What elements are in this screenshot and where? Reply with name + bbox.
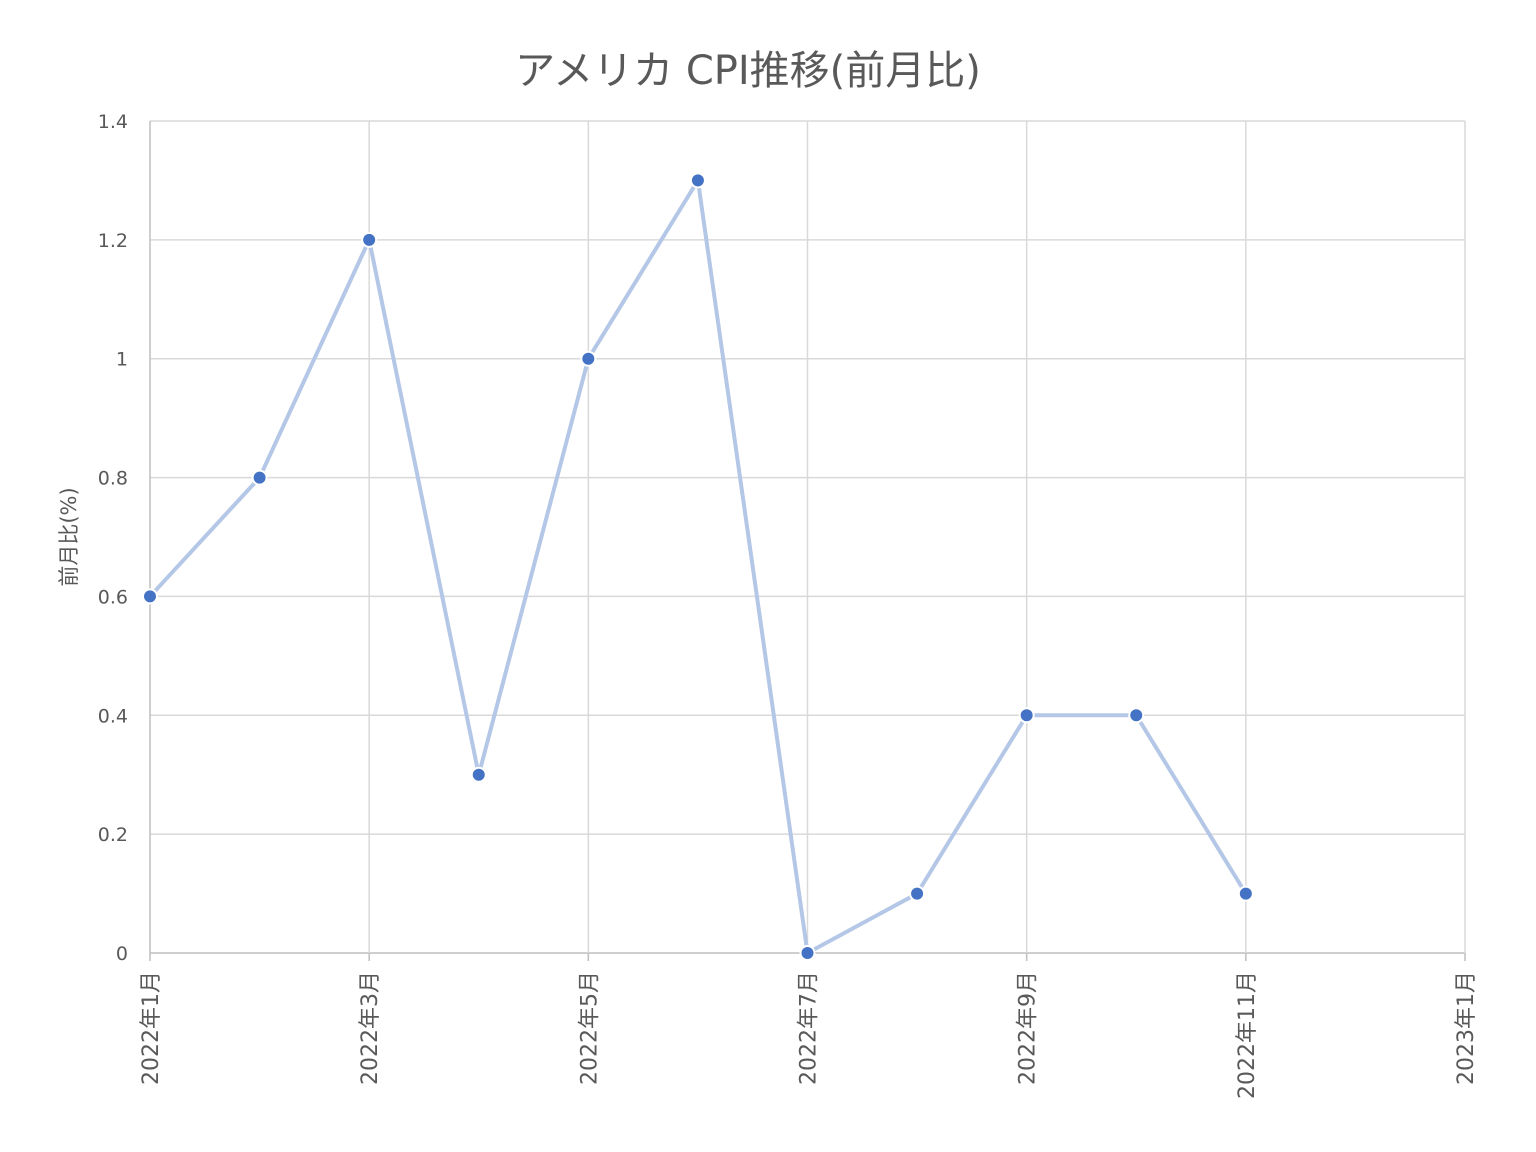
x-tick-label: 2022年5月 (577, 971, 602, 1085)
data-point (909, 885, 926, 902)
x-tick-label: 2022年9月 (1016, 971, 1041, 1085)
data-point (580, 350, 597, 367)
y-tick-label: 1.4 (98, 111, 128, 133)
y-tick-label: 0.6 (98, 586, 128, 608)
data-point (799, 945, 816, 961)
y-tick-label: 0.4 (98, 705, 128, 727)
x-tick-label: 2023年1月 (1454, 971, 1479, 1085)
y-tick-label: 1 (116, 349, 128, 371)
series-line (148, 178, 1248, 955)
chart-title: アメリカ CPI推移(前月比) (515, 48, 981, 94)
data-point (470, 766, 487, 783)
y-tick-label: 1.2 (98, 230, 128, 252)
y-axis-label: 前月比(%) (57, 487, 81, 586)
data-point (1128, 707, 1145, 724)
data-point (689, 172, 706, 189)
x-tick-label: 2022年7月 (797, 971, 822, 1085)
data-point (142, 588, 158, 605)
data-point (251, 469, 268, 486)
y-tick-label: 0.8 (98, 468, 128, 490)
x-tick-label: 2022年11月 (1235, 971, 1260, 1099)
data-point (1018, 707, 1035, 724)
x-tick-label: 2022年1月 (139, 971, 164, 1085)
data-point (1237, 885, 1254, 902)
x-tick-label: 2022年3月 (358, 971, 383, 1085)
data-point (361, 231, 378, 248)
y-tick-label: 0 (116, 943, 128, 965)
y-tick-label: 0.2 (98, 824, 128, 846)
